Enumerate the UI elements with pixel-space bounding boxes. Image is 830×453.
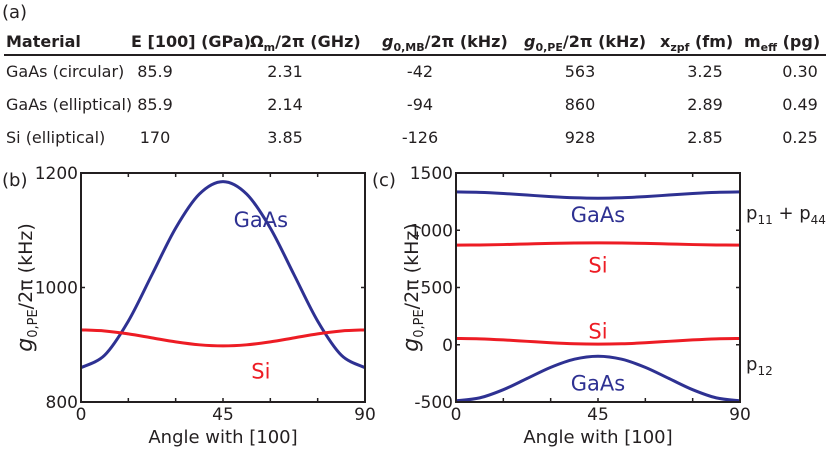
y-tick-label: 500 bbox=[421, 279, 453, 299]
series-gaas-line bbox=[455, 354, 741, 403]
table-row-label: GaAs (circular) bbox=[6, 62, 125, 81]
chart-b: (b) 800 1000 1200 0 45 90 Angle with [100] g0,PE… bbox=[2, 164, 376, 448]
x-tick-label: 90 bbox=[729, 405, 751, 425]
x-tick-label: 45 bbox=[587, 405, 609, 425]
series-label-gaas: GaAs bbox=[571, 203, 625, 227]
series-si-line bbox=[455, 241, 741, 247]
panel-label-a: (a) bbox=[2, 2, 28, 23]
table-cell: 2.89 bbox=[687, 95, 723, 114]
header-g0-mb: g0,MB/2π (kHz) bbox=[382, 32, 508, 55]
x-tick-label: 0 bbox=[76, 405, 87, 425]
header-mech-frequency: Ωm/2π (GHz) bbox=[250, 32, 361, 55]
y-label-symbol: g bbox=[399, 338, 424, 352]
table-cell: 3.85 bbox=[267, 128, 303, 147]
table-cell: 2.85 bbox=[687, 128, 723, 147]
panel-label: (c) bbox=[372, 170, 396, 191]
y-label-subscript: 0,PE bbox=[412, 309, 427, 337]
side-label-sub: 12 bbox=[757, 364, 772, 378]
table-cell: 2.31 bbox=[267, 62, 303, 81]
y-tick-label: 1200 bbox=[35, 164, 78, 184]
table-row-label: GaAs (elliptical) bbox=[6, 95, 133, 114]
side-label: p11 + p44 bbox=[746, 203, 826, 227]
side-label-sub: 44 bbox=[811, 213, 826, 227]
table-cell: -94 bbox=[406, 95, 434, 114]
y-tick-label: 800 bbox=[46, 393, 78, 413]
table-cell: -42 bbox=[406, 62, 434, 81]
table-cell: 0.25 bbox=[782, 128, 818, 147]
x-axis-label: Angle with [100] bbox=[523, 427, 672, 448]
y-label-unit: /2π (kHz) bbox=[401, 223, 423, 309]
x-tick-label: 0 bbox=[451, 405, 462, 425]
side-label-sub: 11 bbox=[757, 213, 772, 227]
panel-label: (b) bbox=[2, 170, 27, 191]
x-tick-label: 45 bbox=[212, 405, 234, 425]
header-g0-pe: g0,PE/2π (kHz) bbox=[524, 32, 647, 55]
y-axis-label: g0,PE/2π (kHz) bbox=[13, 223, 41, 352]
side-label-p: + p bbox=[773, 203, 811, 224]
y-tick-label: 1500 bbox=[410, 164, 453, 184]
table-cell: 85.9 bbox=[137, 95, 173, 114]
plot-frame bbox=[80, 172, 366, 403]
header-material: Material bbox=[6, 32, 81, 51]
header-xzpf: xzpf (fm) bbox=[660, 32, 734, 55]
x-axis-label: Angle with [100] bbox=[148, 427, 297, 448]
side-label-p: p bbox=[746, 203, 757, 224]
table-cell: 3.25 bbox=[687, 62, 723, 81]
table-cell: 0.30 bbox=[782, 62, 818, 81]
table-cell: 2.14 bbox=[267, 95, 303, 114]
y-tick-label: -500 bbox=[414, 393, 453, 413]
y-label-symbol: g bbox=[13, 338, 38, 352]
series-label-si: Si bbox=[588, 319, 607, 343]
header-meff: meff (pg) bbox=[744, 32, 821, 55]
y-label-unit: /2π (kHz) bbox=[15, 223, 37, 309]
series-si-line bbox=[80, 328, 366, 348]
side-label-p: p bbox=[746, 354, 757, 375]
series-si-line bbox=[455, 336, 741, 346]
series-label-si: Si bbox=[588, 254, 607, 278]
y-tick-label: 1000 bbox=[410, 221, 453, 241]
series-label-gaas: GaAs bbox=[571, 372, 625, 396]
header-rule bbox=[4, 54, 826, 56]
series-label-si: Si bbox=[251, 360, 270, 384]
table-cell: 170 bbox=[139, 128, 171, 147]
table-cell: 860 bbox=[564, 95, 596, 114]
table-cell: 85.9 bbox=[137, 62, 173, 81]
table-cell: 928 bbox=[564, 128, 596, 147]
y-tick-label: 0 bbox=[442, 336, 453, 356]
series-label-gaas: GaAs bbox=[234, 208, 288, 232]
x-tick-label: 90 bbox=[354, 405, 376, 425]
y-axis-label: g0,PE/2π (kHz) bbox=[399, 223, 427, 352]
series-gaas-line bbox=[455, 190, 741, 200]
header-youngs-modulus: E [100] (GPa) bbox=[131, 32, 251, 51]
side-label: p12 bbox=[746, 354, 773, 378]
table-cell: 0.49 bbox=[782, 95, 818, 114]
y-label-subscript: 0,PE bbox=[26, 309, 41, 337]
table-cell: -126 bbox=[401, 128, 439, 147]
y-tick-label: 1000 bbox=[35, 279, 78, 299]
series-gaas-line bbox=[80, 180, 366, 370]
table-row-label: Si (elliptical) bbox=[6, 128, 106, 147]
table-cell: 563 bbox=[564, 62, 596, 81]
